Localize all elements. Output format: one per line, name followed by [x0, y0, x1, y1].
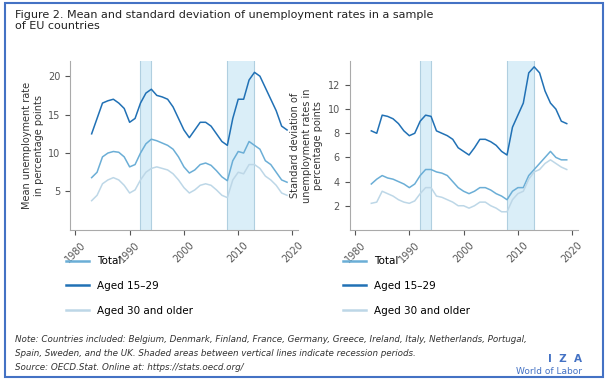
- Text: World of Labor: World of Labor: [516, 367, 582, 376]
- Legend: Aged 15–29: Aged 15–29: [66, 281, 159, 291]
- Legend: Total: Total: [66, 256, 122, 266]
- Legend: Total: Total: [343, 256, 398, 266]
- Text: Source: OECD.Stat. Online at: https://stats.oecd.org/: Source: OECD.Stat. Online at: https://st…: [15, 363, 244, 372]
- Legend: Aged 30 and older: Aged 30 and older: [66, 306, 193, 316]
- Bar: [227, 61, 255, 230]
- Text: I  Z  A: I Z A: [548, 354, 582, 364]
- Legend: Aged 30 and older: Aged 30 and older: [343, 306, 470, 316]
- Bar: [420, 61, 431, 230]
- Text: Note: Countries included: Belgium, Denmark, Finland, France, Germany, Greece, Ir: Note: Countries included: Belgium, Denma…: [15, 335, 527, 344]
- Text: Figure 2. Mean and standard deviation of unemployment rates in a sample: Figure 2. Mean and standard deviation of…: [15, 10, 434, 19]
- Y-axis label: Mean unemployment rate
in percentage points: Mean unemployment rate in percentage poi…: [22, 82, 44, 209]
- Bar: [140, 61, 151, 230]
- Legend: Aged 15–29: Aged 15–29: [343, 281, 436, 291]
- Text: Spain, Sweden, and the UK. Shaded areas between vertical lines indicate recessio: Spain, Sweden, and the UK. Shaded areas …: [15, 349, 416, 358]
- Y-axis label: Standard deviation of
unemployment rates in
percentage points: Standard deviation of unemployment rates…: [290, 88, 323, 203]
- Text: of EU countries: of EU countries: [15, 21, 100, 31]
- Bar: [507, 61, 534, 230]
